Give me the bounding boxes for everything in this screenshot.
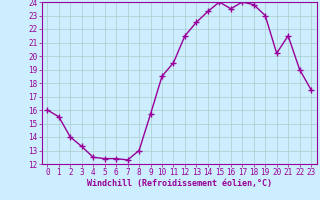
- X-axis label: Windchill (Refroidissement éolien,°C): Windchill (Refroidissement éolien,°C): [87, 179, 272, 188]
